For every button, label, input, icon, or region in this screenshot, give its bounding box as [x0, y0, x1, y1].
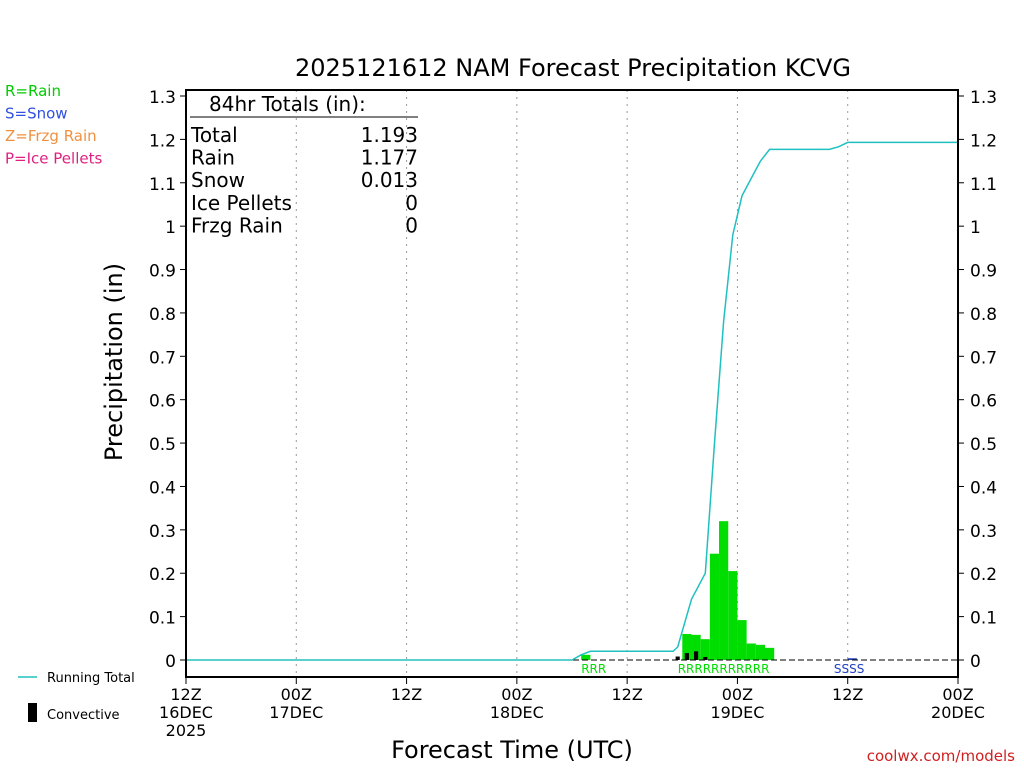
y-tick-label-right: 0.4 — [970, 478, 997, 498]
y-tick-label: 0.8 — [149, 305, 176, 325]
totals-label: Total — [190, 123, 238, 147]
x-tick-label: 12Z — [611, 685, 642, 704]
totals-value: 1.177 — [361, 146, 418, 170]
bar-convective — [703, 656, 708, 660]
running-total-line — [186, 141, 958, 661]
ptype-row: RRRRRRRRRRR — [678, 662, 770, 676]
convective-legend: Convective — [28, 703, 120, 723]
x-tick-label: 19DEC — [710, 703, 764, 722]
y-tick-label-right: 0.8 — [970, 305, 997, 325]
running-total-legend: Running Total — [18, 671, 135, 686]
x-tick-label: 00Z — [281, 685, 312, 704]
plot-frame — [185, 89, 959, 678]
y-tick-label-right: 0 — [970, 652, 981, 672]
bar-rain — [728, 571, 738, 660]
bar-rain — [755, 644, 765, 660]
totals-label: Frzg Rain — [191, 213, 283, 237]
bar-rain — [709, 553, 720, 660]
bar-snow — [847, 658, 857, 660]
x-tick-label: 2025 — [166, 721, 207, 740]
totals-header: 84hr Totals (in): — [209, 92, 366, 116]
bar-rain — [581, 654, 591, 660]
ptype-legend-item: P=Ice Pellets — [5, 150, 102, 168]
y-axis-label: Precipitation (in) — [100, 263, 128, 461]
y-tick-label-right: 1 — [970, 218, 981, 238]
chart-title: 2025121612 NAM Forecast Precipitation KC… — [295, 54, 851, 82]
bar-rain — [746, 643, 756, 660]
y-axis-left: 0 0.1 0.2 0.3 0.4 0.5 0.6 0.7 0.8 0.9 1 1.1 1.2 1.3 — [149, 88, 186, 672]
x-tick-label: 20DEC — [931, 703, 985, 722]
y-tick-label-right: 0.3 — [970, 522, 997, 542]
y-tick-label: 0.7 — [149, 348, 176, 368]
totals-label: Ice Pellets — [191, 191, 292, 215]
y-tick-label-right: 0.2 — [970, 565, 997, 585]
ptype-legend: R=Rain S=Snow Z=Frzg Rain P=Ice Pellets — [5, 82, 102, 168]
bar-convective — [684, 653, 689, 660]
y-tick-label: 0.9 — [149, 262, 176, 282]
running-total-legend-label: Running Total — [47, 671, 135, 686]
y-tick-label: 0.6 — [149, 392, 176, 412]
x-tick-label: 17DEC — [269, 703, 323, 722]
bar-rain — [682, 633, 692, 660]
x-tick-label: 18DEC — [490, 703, 544, 722]
bar-rain — [691, 634, 701, 660]
y-tick-label: 0.4 — [149, 478, 176, 498]
y-tick-label-right: 0.6 — [970, 392, 997, 412]
x-tick-label: 00Z — [942, 685, 973, 704]
totals-label: Snow — [191, 168, 245, 192]
ptype-legend-item: Z=Frzg Rain — [5, 127, 97, 145]
bar-convective — [694, 651, 699, 660]
y-tick-label: 0 — [165, 652, 176, 672]
bar-rain — [719, 521, 729, 660]
ptype-legend-item: S=Snow — [5, 105, 68, 123]
x-tick-label: 00Z — [501, 685, 532, 704]
totals-box: 84hr Totals (in): Total 1.193 Rain 1.177 Sno… — [190, 92, 418, 237]
x-tick-label: 16DEC — [159, 703, 213, 722]
y-tick-label: 0.5 — [149, 435, 176, 455]
convective-legend-swatch — [28, 703, 37, 722]
convective-legend-label: Convective — [47, 708, 120, 723]
y-tick-label-right: 0.5 — [970, 435, 997, 455]
bar-rain — [765, 647, 775, 660]
bar-rain — [700, 639, 710, 660]
y-tick-label-right: 1.1 — [970, 175, 997, 195]
y-tick-label: 1.1 — [149, 175, 176, 195]
totals-value: 0 — [405, 191, 418, 215]
ptype-row: SSSS — [834, 662, 864, 676]
y-tick-label: 1.2 — [149, 131, 176, 151]
x-tick-label: 00Z — [722, 685, 753, 704]
credit-text: coolwx.com/models — [867, 747, 1015, 765]
ptype-rows: RRR RRRRRRRRRRR SSSS — [581, 662, 864, 676]
y-axis-right: 0 0.1 0.2 0.3 0.4 0.5 0.6 0.7 0.8 0.9 1 1.1 1.2 1.3 — [958, 88, 997, 672]
x-tick-label: 12Z — [391, 685, 422, 704]
bar-convective — [675, 656, 680, 660]
totals-label: Rain — [191, 146, 235, 170]
y-tick-label: 0.2 — [149, 565, 176, 585]
y-tick-label: 0.3 — [149, 522, 176, 542]
y-tick-label: 1 — [165, 218, 176, 238]
x-tick-label: 12Z — [832, 685, 863, 704]
x-axis-label: Forecast Time (UTC) — [391, 736, 633, 764]
y-tick-label-right: 0.1 — [970, 609, 997, 629]
totals-value: 0.013 — [361, 168, 418, 192]
y-tick-label-right: 1.3 — [970, 88, 997, 108]
y-tick-label-right: 0.9 — [970, 262, 997, 282]
y-tick-label: 0.1 — [149, 609, 176, 629]
ptype-row: RRR — [581, 662, 606, 676]
totals-value: 1.193 — [361, 123, 418, 147]
bars-layer — [581, 521, 857, 660]
x-tick-label: 12Z — [170, 685, 201, 704]
bar-rain — [737, 620, 747, 660]
y-tick-label-right: 1.2 — [970, 131, 997, 151]
totals-value: 0 — [405, 213, 418, 237]
y-tick-label: 1.3 — [149, 88, 176, 108]
y-tick-label-right: 0.7 — [970, 348, 997, 368]
ptype-legend-item: R=Rain — [5, 82, 61, 100]
